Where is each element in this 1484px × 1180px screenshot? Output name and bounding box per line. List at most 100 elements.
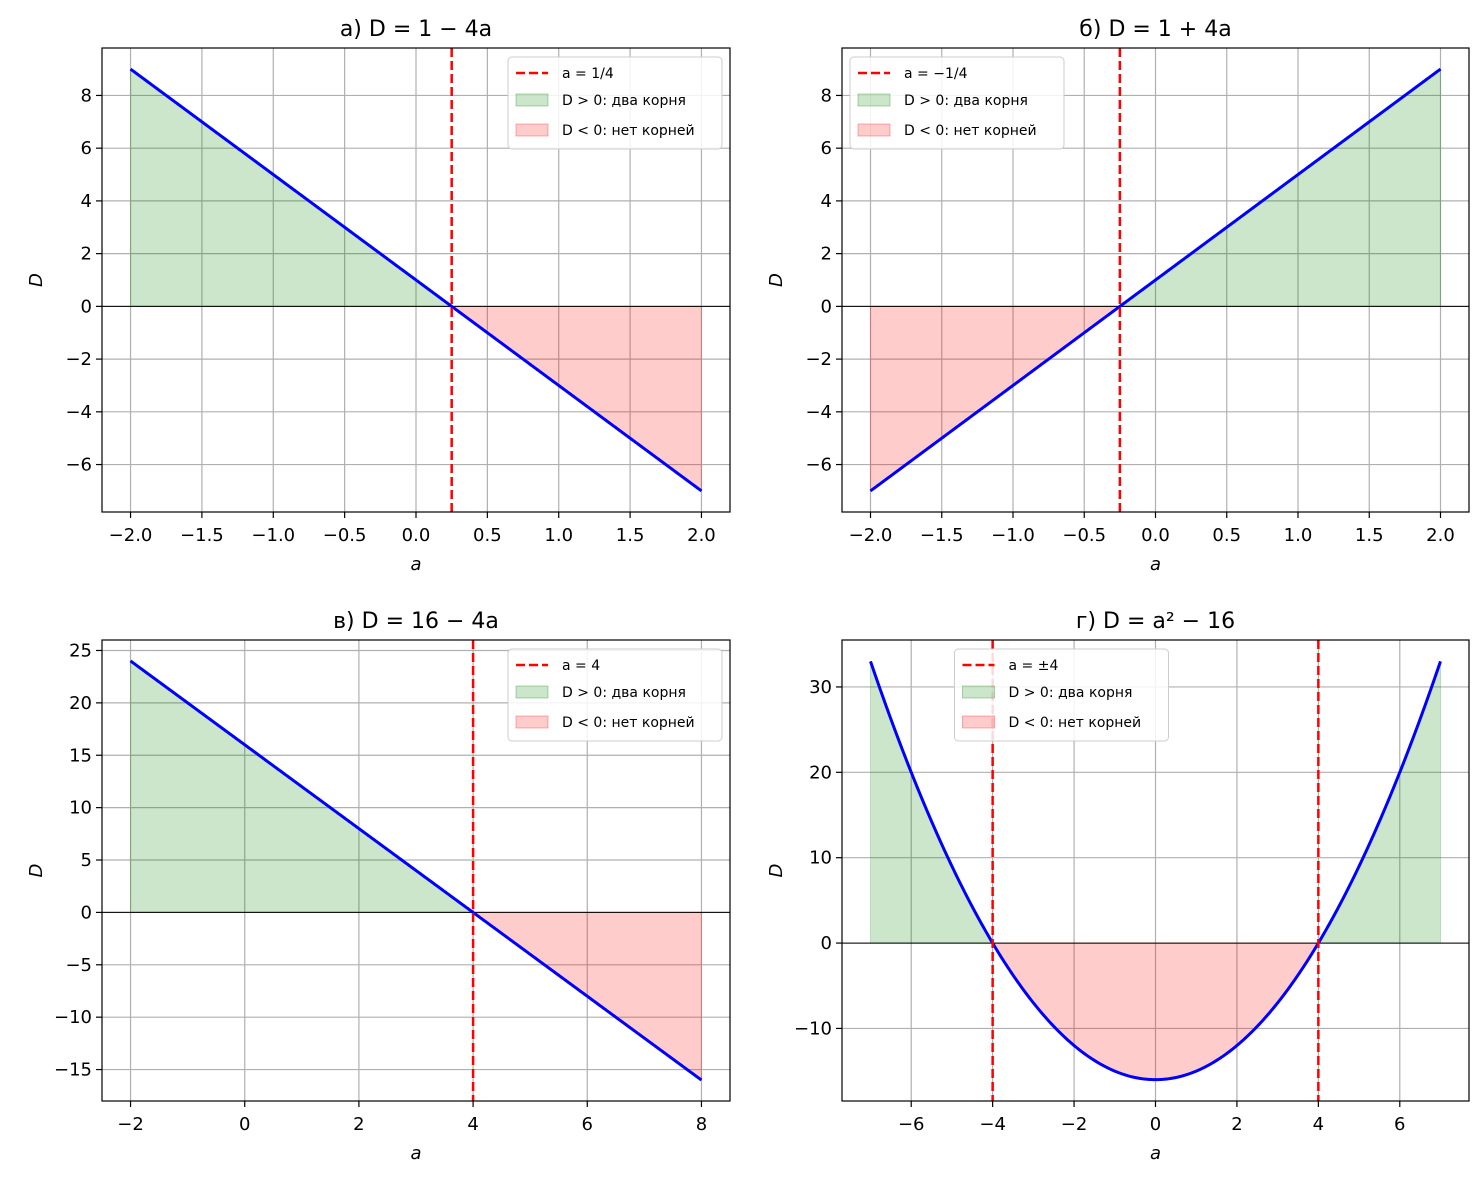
y-tick-label: 30 bbox=[809, 677, 832, 698]
legend-label: a = 1/4 bbox=[562, 66, 614, 82]
discriminant-curve bbox=[129, 659, 703, 1082]
x-tick-label: −4 bbox=[979, 1114, 1006, 1135]
x-axis-label: a bbox=[1150, 1143, 1161, 1164]
discriminant-curve bbox=[869, 660, 1442, 1082]
x-axis-label: a bbox=[1150, 554, 1161, 575]
legend-frame bbox=[954, 648, 1169, 742]
legend-label: D < 0: нет корней bbox=[562, 715, 695, 731]
legend-frame bbox=[507, 648, 723, 742]
chart-panel-4: −6 −4 −2 0 2 4 6 30 20 10 0 −10 a Dг) D = a² − 16 a = … bbox=[766, 609, 1470, 1164]
y-axis-label: D bbox=[26, 273, 47, 287]
legend-label: D > 0: два корня bbox=[1009, 685, 1133, 701]
legend-negative-swatch bbox=[962, 715, 995, 729]
y-tick-label: −5 bbox=[65, 955, 92, 976]
chart-title: б) D = 1 + 4a bbox=[1079, 17, 1231, 42]
x-tick-label: −2 bbox=[117, 1114, 144, 1135]
legend: a = 1/4 D > 0: два корня D < 0: нет корней bbox=[507, 56, 723, 150]
y-tick-label: −10 bbox=[54, 1007, 92, 1028]
x-axis-label: a bbox=[410, 1143, 421, 1164]
legend-positive-swatch bbox=[962, 685, 995, 699]
chart-panel-3: −2 0 2 4 6 8 25 20 15 10 5 0 −5 −10 −15 a Dв) D = 16 − 4… bbox=[26, 609, 731, 1164]
y-tick-label: −15 bbox=[54, 1060, 92, 1081]
plot-frame bbox=[101, 639, 731, 1102]
x-tick-label: −1.5 bbox=[920, 525, 964, 546]
x-tick-label: 2 bbox=[353, 1114, 364, 1135]
y-tick-label: 4 bbox=[81, 191, 92, 212]
legend-positive-swatch bbox=[515, 93, 549, 107]
y-tick-label: −2 bbox=[65, 349, 92, 370]
chart-title: а) D = 1 − 4a bbox=[340, 17, 492, 42]
discriminant-curve bbox=[129, 67, 703, 493]
y-tick-label: 10 bbox=[809, 848, 832, 869]
x-tick-label: 0 bbox=[1150, 1114, 1161, 1135]
chart-title: г) D = a² − 16 bbox=[1076, 609, 1235, 634]
y-tick-label: 15 bbox=[69, 745, 92, 766]
x-tick-label: 0.0 bbox=[1141, 525, 1170, 546]
y-axis-label: D bbox=[26, 864, 47, 878]
x-tick-label: 0.5 bbox=[473, 525, 502, 546]
x-tick-label: 1.0 bbox=[544, 525, 573, 546]
legend-label: a = 4 bbox=[562, 658, 600, 674]
y-tick-label: −4 bbox=[65, 402, 92, 423]
legend: a = −1/4 D > 0: два корня D < 0: нет корне… bbox=[849, 56, 1065, 150]
legend-label: D > 0: два корня bbox=[904, 93, 1028, 109]
legend-negative-swatch bbox=[857, 123, 891, 137]
chart-panel-1: −2.0 −1.5 −1.0 −0.5 0.0 0.5 1.0 1.5 2.0 8 6 4 2 0 −2 −4… bbox=[26, 17, 731, 575]
y-tick-label: −6 bbox=[805, 455, 832, 476]
x-tick-label: −1.0 bbox=[991, 525, 1035, 546]
y-tick-label: 8 bbox=[821, 85, 832, 106]
y-tick-label: 20 bbox=[809, 762, 832, 783]
y-tick-label: 4 bbox=[821, 191, 832, 212]
x-tick-label: −6 bbox=[898, 1114, 925, 1135]
x-tick-label: 6 bbox=[1394, 1114, 1405, 1135]
legend-label: a = ±4 bbox=[1009, 658, 1059, 674]
legend-positive-swatch bbox=[857, 93, 891, 107]
x-tick-label: 0 bbox=[239, 1114, 250, 1135]
legend-label: D < 0: нет корней bbox=[562, 123, 695, 139]
legend-label: D > 0: два корня bbox=[562, 93, 686, 109]
x-tick-label: −0.5 bbox=[1062, 525, 1106, 546]
y-tick-label: 0 bbox=[81, 902, 92, 923]
x-tick-label: −1.0 bbox=[251, 525, 295, 546]
x-tick-label: 0.0 bbox=[402, 525, 431, 546]
legend-frame bbox=[507, 56, 723, 150]
x-tick-label: −1.5 bbox=[180, 525, 224, 546]
x-tick-label: 4 bbox=[1313, 1114, 1324, 1135]
legend: a = ±4 D > 0: два корня D < 0: нет корней bbox=[954, 648, 1169, 742]
y-tick-label: 5 bbox=[81, 850, 92, 871]
y-tick-label: 20 bbox=[69, 693, 92, 714]
x-axis-label: a bbox=[410, 554, 421, 575]
y-tick-label: −6 bbox=[65, 455, 92, 476]
x-tick-label: 4 bbox=[467, 1114, 478, 1135]
x-tick-label: −2 bbox=[1061, 1114, 1088, 1135]
x-tick-label: −2.0 bbox=[849, 525, 893, 546]
x-tick-label: 2.0 bbox=[687, 525, 716, 546]
y-tick-label: 25 bbox=[69, 640, 92, 661]
legend-label: a = −1/4 bbox=[904, 66, 968, 82]
x-tick-label: 2.0 bbox=[1426, 525, 1455, 546]
y-tick-label: 0 bbox=[821, 296, 832, 317]
legend-negative-swatch bbox=[515, 715, 549, 729]
y-tick-label: −10 bbox=[794, 1018, 832, 1039]
legend-label: D < 0: нет корней bbox=[1009, 715, 1142, 731]
legend-negative-swatch bbox=[515, 123, 549, 137]
y-tick-label: 0 bbox=[81, 296, 92, 317]
y-tick-label: 0 bbox=[821, 933, 832, 954]
y-tick-label: 6 bbox=[81, 138, 92, 159]
y-tick-label: 10 bbox=[69, 798, 92, 819]
x-tick-label: 0.5 bbox=[1212, 525, 1241, 546]
x-tick-label: 1.0 bbox=[1284, 525, 1313, 546]
chart-panel-2: −2.0 −1.5 −1.0 −0.5 0.0 0.5 1.0 1.5 2.0 8 6 4 2 0 −2 −4… bbox=[766, 17, 1470, 575]
chart-title: в) D = 16 − 4a bbox=[333, 609, 499, 634]
y-tick-label: 2 bbox=[821, 244, 832, 265]
y-tick-label: 8 bbox=[81, 85, 92, 106]
x-tick-label: −0.5 bbox=[323, 525, 367, 546]
x-tick-label: −2.0 bbox=[109, 525, 153, 546]
y-tick-label: 2 bbox=[81, 244, 92, 265]
legend: a = 4 D > 0: два корня D < 0: нет корней bbox=[507, 648, 723, 742]
legend-frame bbox=[849, 56, 1065, 150]
x-tick-label: 1.5 bbox=[616, 525, 645, 546]
y-tick-label: −4 bbox=[805, 402, 832, 423]
legend-label: D > 0: два корня bbox=[562, 685, 686, 701]
legend-positive-swatch bbox=[515, 685, 549, 699]
